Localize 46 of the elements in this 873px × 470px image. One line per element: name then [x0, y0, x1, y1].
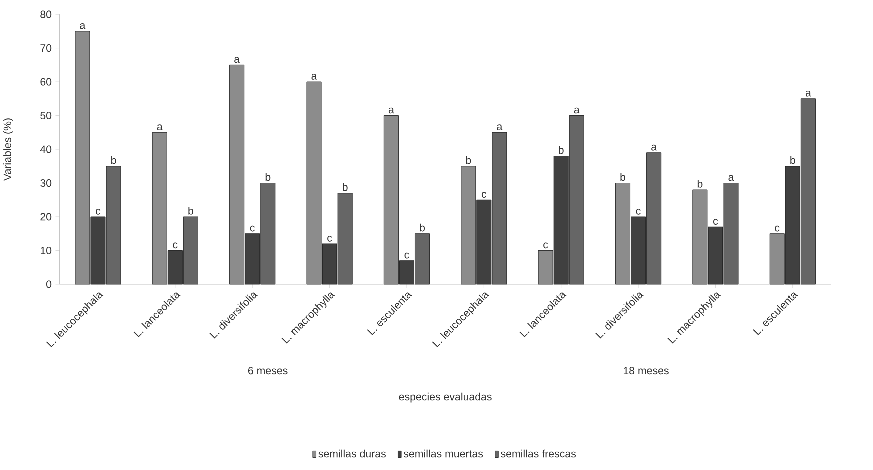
data-label: c — [250, 226, 255, 232]
data-label: c — [482, 192, 487, 198]
y-tick-label: 80 — [40, 10, 52, 18]
data-label: b — [698, 180, 703, 188]
data-label: a — [574, 108, 580, 114]
data-label: c — [544, 242, 548, 249]
data-label: a — [652, 144, 658, 151]
data-label: b — [559, 146, 564, 154]
data-label: b — [420, 224, 426, 232]
y-tick-label: 50 — [40, 112, 52, 120]
y-tick-label: 40 — [40, 146, 52, 154]
x-axis-title: especies evaluadas — [399, 392, 492, 403]
data-label: b — [188, 207, 194, 215]
data-label: b — [620, 173, 626, 182]
data-label: a — [497, 124, 503, 131]
data-label: a — [388, 108, 394, 114]
data-label: a — [157, 124, 163, 131]
data-label: b — [343, 183, 348, 192]
y-tick-label: 60 — [40, 78, 52, 86]
y-tick-label: 0 — [46, 280, 52, 288]
data-label: a — [234, 57, 240, 64]
y-tick-label: 70 — [40, 44, 52, 52]
data-label: c — [714, 219, 718, 226]
text: 18 meses — [624, 367, 669, 375]
data-label: b — [790, 156, 796, 164]
data-label: c — [328, 236, 332, 242]
text: 6 meses — [248, 367, 288, 375]
y-axis-title: Variables (%) — [4, 118, 14, 182]
y-tick-label: 10 — [40, 247, 52, 255]
data-label: a — [806, 90, 812, 97]
data-label: b — [466, 156, 472, 164]
legend-label: semillas muertas — [404, 450, 484, 458]
data-label: c — [636, 209, 641, 215]
legend-label: semillas frescas — [501, 450, 576, 458]
y-tick-label: 20 — [40, 213, 52, 221]
data-label: a — [312, 74, 318, 80]
data-label: c — [404, 252, 410, 259]
data-label: b — [266, 173, 271, 182]
y-tick-label: 30 — [40, 180, 52, 188]
data-label: c — [173, 242, 178, 249]
data-label: b — [111, 156, 116, 164]
data-label: c — [96, 209, 101, 215]
data-label: c — [775, 226, 780, 232]
data-label: a — [728, 175, 734, 182]
legend-label: semillas duras — [318, 450, 386, 458]
data-label: a — [80, 24, 86, 30]
